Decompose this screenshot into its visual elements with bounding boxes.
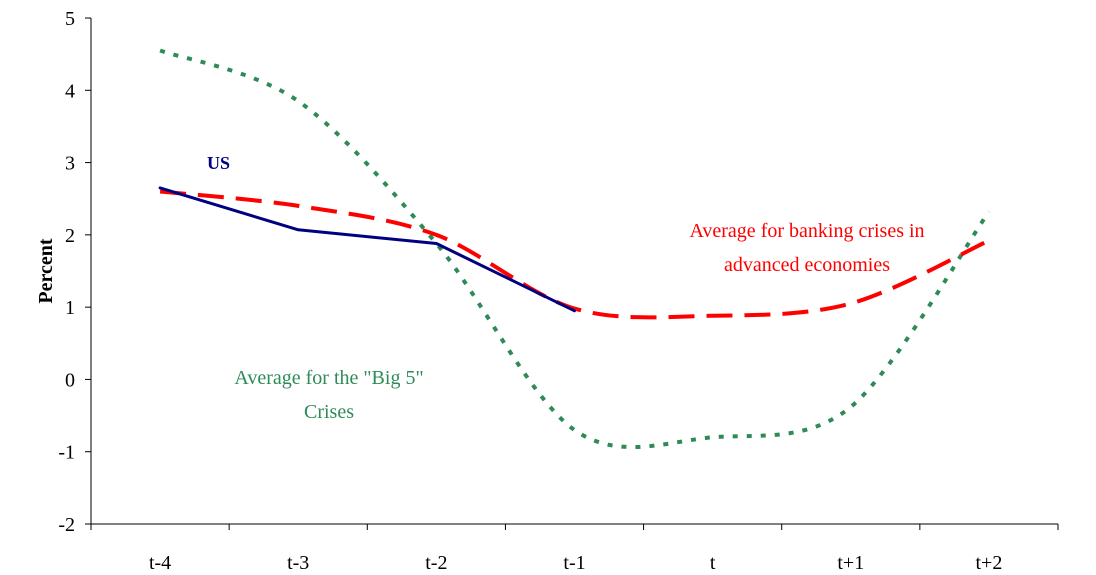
advanced-economies-label-line2: advanced economies bbox=[724, 254, 890, 276]
x-ticks: t-4 t-3 t-2 t-1 t t+1 t+2 bbox=[90, 524, 1059, 574]
y-tick-label: 5 bbox=[65, 8, 75, 30]
series-layer bbox=[158, 48, 991, 449]
us-series-label: US bbox=[207, 153, 230, 173]
y-tick-label: 3 bbox=[65, 153, 75, 175]
series-line-advanced-economies bbox=[159, 189, 990, 320]
x-tick-label: t-2 bbox=[425, 552, 447, 574]
y-ticks: -2 -1 0 1 2 3 4 5 bbox=[58, 8, 91, 536]
y-tick-label: 2 bbox=[65, 225, 75, 247]
advanced-economies-label-line1: Average for banking crises in bbox=[689, 220, 924, 242]
axes bbox=[90, 18, 1058, 525]
x-tick-label: t-1 bbox=[563, 552, 585, 574]
y-tick-label: 4 bbox=[65, 80, 75, 102]
y-tick-label: -1 bbox=[58, 442, 75, 464]
big5-label-line1: Average for the "Big 5" bbox=[234, 367, 423, 389]
y-tick-label: 0 bbox=[65, 369, 75, 391]
big5-label-line2: Crises bbox=[304, 401, 354, 423]
x-tick-label: t-4 bbox=[149, 552, 171, 574]
y-tick-label: -2 bbox=[58, 514, 75, 536]
x-tick-label: t-3 bbox=[287, 552, 309, 574]
x-tick-label: t bbox=[710, 552, 716, 574]
y-axis-title: Percent bbox=[35, 238, 57, 303]
series-line-us bbox=[158, 186, 576, 313]
x-tick-label: t+2 bbox=[976, 552, 1003, 574]
y-tick-label: 1 bbox=[65, 297, 75, 319]
x-tick-label: t+1 bbox=[837, 552, 864, 574]
